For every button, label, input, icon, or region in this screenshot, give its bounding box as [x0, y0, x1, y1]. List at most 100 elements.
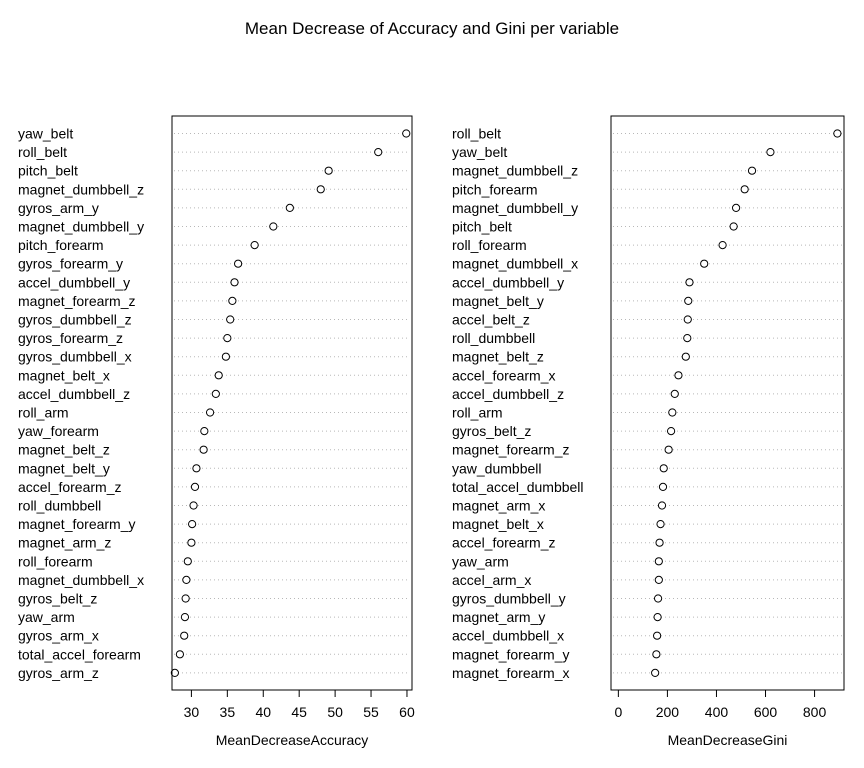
- variable-label: gyros_belt_z: [452, 423, 531, 439]
- variable-label: gyros_dumbbell_x: [18, 349, 132, 365]
- plot-frame: [610, 115, 845, 691]
- data-point: [200, 427, 209, 436]
- variable-label: total_accel_forearm: [18, 646, 141, 662]
- variable-label: magnet_arm_y: [452, 609, 545, 625]
- variable-label: accel_belt_z: [452, 312, 530, 328]
- x-axis-title: MeanDecreaseAccuracy: [216, 732, 369, 748]
- data-point: [658, 482, 668, 491]
- variable-label: magnet_belt_x: [18, 367, 110, 383]
- data-point: [175, 650, 185, 659]
- data-point: [188, 520, 197, 529]
- data-point: [199, 445, 208, 454]
- variable-label: magnet_forearm_z: [18, 293, 136, 309]
- variable-label: gyros_arm_y: [18, 200, 99, 216]
- data-point: [228, 296, 237, 305]
- data-point: [670, 389, 679, 398]
- panel-2: roll_belt yaw_belt magnet_dumbbell_z pitch_…: [452, 115, 845, 748]
- variable-label: roll_belt: [452, 126, 501, 142]
- variable-label: accel_forearm_z: [452, 535, 556, 551]
- variable-label: accel_forearm_x: [452, 367, 556, 383]
- variable-label: magnet_forearm_z: [452, 442, 570, 458]
- data-point: [654, 575, 663, 585]
- variable-label: pitch_belt: [452, 219, 512, 235]
- variable-label: magnet_dumbbell_z: [18, 181, 144, 197]
- data-point: [657, 501, 667, 510]
- data-point: [652, 650, 661, 659]
- variable-label: yaw_arm: [452, 553, 509, 569]
- data-point: [656, 520, 665, 529]
- variable-label: pitch_belt: [18, 163, 78, 179]
- chart-panels: yaw_belt roll_belt pitch_belt magnet_dumbbe…: [18, 115, 845, 748]
- variable-label: magnet_dumbbell_z: [452, 163, 578, 179]
- x-axis-title: MeanDecreaseGini: [668, 732, 788, 748]
- variable-label: accel_dumbbell_y: [452, 274, 564, 290]
- data-point: [655, 538, 664, 547]
- x-tick-label: 45: [291, 704, 307, 720]
- variable-label: magnet_arm_x: [452, 498, 545, 514]
- variable-label: magnet_forearm_y: [18, 516, 136, 532]
- variable-label: yaw_belt: [18, 126, 73, 142]
- variable-label: yaw_dumbbell: [452, 460, 542, 476]
- variable-label: roll_forearm: [452, 237, 527, 253]
- data-point: [718, 241, 727, 250]
- variable-label: gyros_arm_x: [18, 628, 99, 644]
- x-tick-label: 200: [656, 704, 680, 720]
- variable-label: pitch_forearm: [18, 237, 104, 253]
- variable-label: gyros_dumbbell_y: [452, 591, 566, 607]
- data-point: [183, 557, 192, 566]
- variable-label: accel_arm_x: [452, 572, 531, 588]
- variable-label: magnet_belt_y: [452, 293, 544, 309]
- variable-label: accel_dumbbell_y: [18, 274, 130, 290]
- data-point: [250, 241, 259, 250]
- data-point: [316, 185, 325, 194]
- variable-label: roll_belt: [18, 144, 67, 160]
- data-point: [731, 203, 741, 212]
- data-point: [683, 315, 692, 324]
- variable-label: gyros_belt_z: [18, 591, 97, 607]
- variable-label: gyros_arm_z: [18, 665, 99, 681]
- data-point: [664, 445, 673, 454]
- variable-label: yaw_arm: [18, 609, 75, 625]
- data-point: [833, 129, 842, 138]
- chart-title: Mean Decrease of Accuracy and Gini per v…: [245, 19, 619, 38]
- data-point: [674, 371, 683, 380]
- data-point: [226, 315, 235, 324]
- x-tick-label: 0: [614, 704, 622, 720]
- data-point: [666, 427, 676, 436]
- data-point: [190, 482, 200, 491]
- data-point: [221, 352, 230, 361]
- data-point: [180, 631, 189, 640]
- data-point: [223, 334, 232, 343]
- variable-label: magnet_belt_z: [452, 349, 544, 365]
- variable-label: magnet_belt_y: [18, 460, 110, 476]
- data-point: [402, 129, 411, 138]
- data-point: [684, 296, 693, 305]
- data-point: [700, 259, 709, 268]
- data-point: [234, 259, 243, 268]
- data-point: [374, 148, 383, 157]
- data-point: [740, 185, 749, 194]
- variable-label: roll_dumbbell: [452, 330, 535, 346]
- variable-label: magnet_forearm_x: [452, 665, 570, 681]
- data-point: [214, 371, 223, 380]
- data-point: [269, 222, 278, 231]
- variable-label: accel_dumbbell_z: [18, 386, 130, 402]
- data-point: [659, 464, 668, 473]
- data-point: [211, 389, 220, 398]
- data-point: [668, 408, 677, 417]
- variable-label: roll_forearm: [18, 553, 93, 569]
- data-point: [187, 538, 196, 547]
- x-tick-label: 35: [220, 704, 236, 720]
- variable-label: accel_dumbbell_x: [452, 628, 564, 644]
- variable-label: yaw_belt: [452, 144, 507, 160]
- x-tick-label: 800: [803, 704, 827, 720]
- data-point: [654, 557, 663, 566]
- data-point: [181, 594, 190, 603]
- data-point: [651, 668, 660, 678]
- data-point: [170, 668, 179, 678]
- data-point: [747, 166, 757, 175]
- variable-label: magnet_dumbbell_y: [452, 200, 578, 216]
- data-point: [685, 278, 694, 287]
- plot-frame: [171, 115, 413, 691]
